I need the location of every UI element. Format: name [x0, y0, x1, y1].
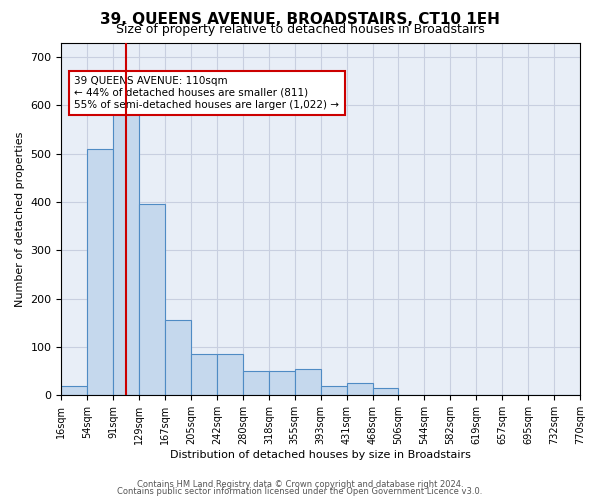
Text: Size of property relative to detached houses in Broadstairs: Size of property relative to detached ho… — [116, 22, 484, 36]
Text: Contains HM Land Registry data © Crown copyright and database right 2024.: Contains HM Land Registry data © Crown c… — [137, 480, 463, 489]
Bar — [243, 371, 269, 396]
X-axis label: Distribution of detached houses by size in Broadstairs: Distribution of detached houses by size … — [170, 450, 471, 460]
Bar — [269, 371, 295, 396]
Bar — [165, 320, 191, 396]
Y-axis label: Number of detached properties: Number of detached properties — [15, 131, 25, 306]
Bar — [217, 354, 243, 396]
Text: Contains public sector information licensed under the Open Government Licence v3: Contains public sector information licen… — [118, 488, 482, 496]
Bar — [295, 369, 321, 396]
Bar — [191, 354, 217, 396]
Bar — [347, 384, 373, 396]
Bar — [88, 149, 113, 396]
Bar — [61, 386, 88, 396]
Bar — [139, 204, 165, 396]
Bar — [373, 388, 398, 396]
Bar — [321, 386, 347, 396]
Text: 39, QUEENS AVENUE, BROADSTAIRS, CT10 1EH: 39, QUEENS AVENUE, BROADSTAIRS, CT10 1EH — [100, 12, 500, 28]
Bar — [113, 110, 139, 396]
Text: 39 QUEENS AVENUE: 110sqm
← 44% of detached houses are smaller (811)
55% of semi-: 39 QUEENS AVENUE: 110sqm ← 44% of detach… — [74, 76, 340, 110]
